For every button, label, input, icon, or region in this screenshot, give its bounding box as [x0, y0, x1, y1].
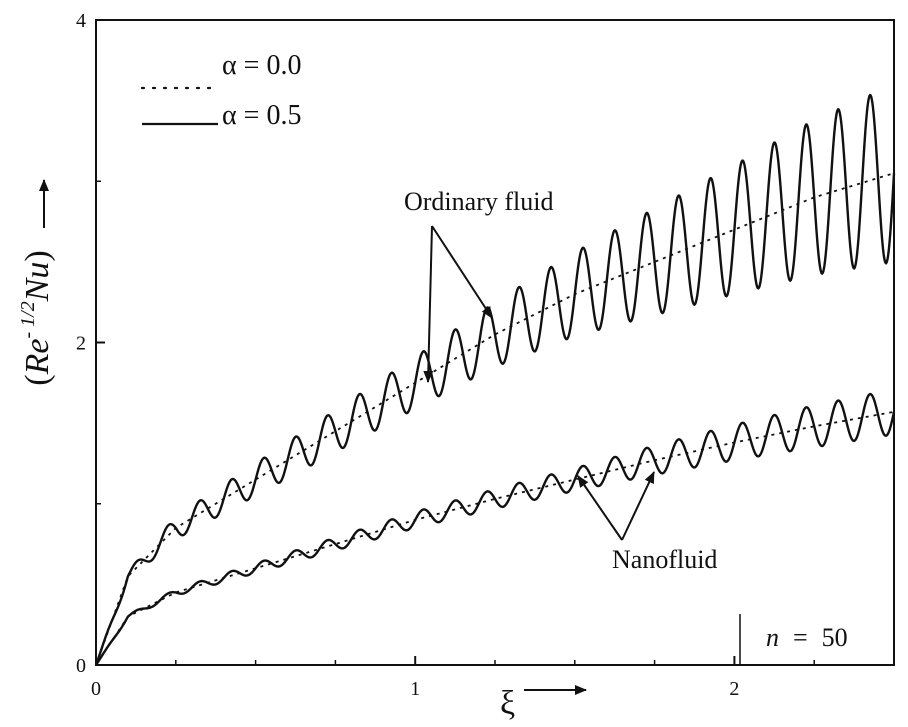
legend-label-alpha-0: α = 0.0: [222, 50, 301, 81]
param-eq: =: [793, 623, 808, 652]
arrow-ordinary-right: [431, 225, 493, 319]
svg-text:(Re- 1/2Nu): (Re- 1/2Nu): [17, 250, 56, 385]
y-axis-label: (Re- 1/2Nu): [17, 250, 56, 385]
x-tick-label: 1: [410, 678, 420, 700]
param-label: n = 50: [766, 623, 848, 652]
x-tick-label: 0: [91, 678, 101, 700]
param-n: n: [766, 623, 779, 652]
y-tick-label: 4: [76, 10, 86, 32]
annotation-nanofluid: Nanofluid: [612, 545, 717, 574]
x-tick-label: 2: [729, 678, 739, 700]
series-line-3: [94, 392, 896, 666]
arrow-ordinary-left: [423, 225, 434, 383]
arrow-nanofluid-right: [621, 471, 655, 541]
annotation-ordinary-fluid: Ordinary fluid: [404, 187, 553, 216]
ylabel-nu: Nu: [19, 262, 56, 303]
ylabel-exponent: - 1/2: [17, 301, 39, 338]
series-layer: [94, 93, 896, 666]
arrow-nanofluid-left: [577, 475, 623, 541]
x-axis-label: ξ: [500, 685, 515, 722]
param-value: 50: [822, 623, 848, 652]
legend-label-alpha-05: α = 0.5: [222, 100, 301, 131]
ylabel-open-paren: (: [19, 374, 56, 385]
tick-layer: 0 1 2 0 2 4: [76, 10, 815, 700]
legend: α = 0.0 α = 0.5: [140, 50, 301, 131]
series-line-1: [94, 93, 896, 666]
plot-frame: [95, 19, 895, 666]
ylabel-re: Re: [19, 339, 56, 376]
y-tick-label: 0: [76, 655, 86, 677]
y-tick-label: 2: [76, 333, 86, 355]
series-line-0: [95, 172, 895, 666]
ylabel-close-paren: ): [19, 250, 56, 261]
